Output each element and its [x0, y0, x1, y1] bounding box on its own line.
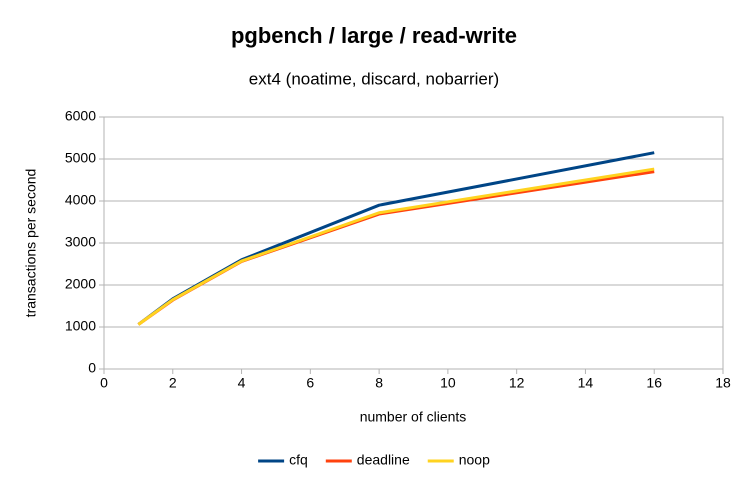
- x-tick-label: 14: [578, 375, 594, 391]
- x-axis-label: number of clients: [360, 409, 467, 425]
- x-tick-label: 18: [715, 375, 731, 391]
- y-tick-label: 6000: [65, 108, 96, 124]
- legend-label: noop: [459, 452, 490, 468]
- x-tick-label: 16: [646, 375, 662, 391]
- plot-border: [103, 116, 724, 370]
- y-tick-label: 5000: [65, 150, 96, 166]
- y-tick-label: 4000: [65, 192, 96, 208]
- x-tick-label: 12: [509, 375, 525, 391]
- x-tick-label: 10: [440, 375, 456, 391]
- y-tick-label: 1000: [65, 318, 96, 334]
- x-tick-label: 0: [100, 375, 108, 391]
- chart-title: pgbench / large / read-write: [231, 23, 517, 48]
- y-tick-label: 3000: [65, 234, 96, 250]
- x-tick-label: 8: [375, 375, 383, 391]
- y-axis-label: transactions per second: [23, 169, 39, 318]
- y-tick-label: 2000: [65, 276, 96, 292]
- line-series: [137, 167, 655, 326]
- x-tick-label: 4: [238, 375, 246, 391]
- y-tick-label: 0: [88, 360, 96, 376]
- legend-label: cfq: [289, 452, 308, 468]
- legend-label: deadline: [357, 452, 410, 468]
- chart-subtitle: ext4 (noatime, discard, nobarrier): [249, 69, 499, 88]
- x-tick-label: 6: [306, 375, 314, 391]
- x-tick-label: 2: [169, 375, 177, 391]
